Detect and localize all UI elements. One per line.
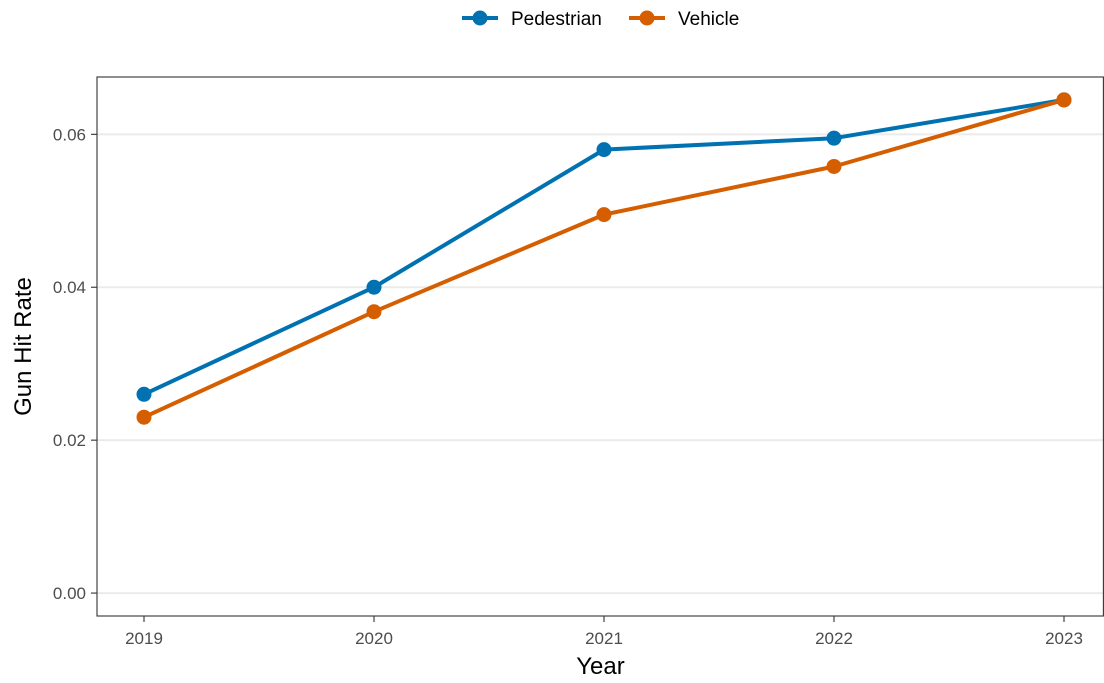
data-point-pedestrian: [826, 130, 842, 146]
data-point-vehicle: [366, 304, 382, 320]
x-axis-title: Year: [576, 653, 625, 680]
y-tick-label: 0.06: [53, 125, 86, 144]
legend-key-marker-pedestrian: [472, 10, 488, 26]
series-layer: [136, 92, 1072, 425]
data-point-vehicle: [596, 207, 612, 223]
x-tick-label: 2021: [585, 629, 623, 648]
data-point-vehicle: [136, 409, 152, 425]
x-tick-label: 2019: [125, 629, 163, 648]
data-point-vehicle: [826, 158, 842, 174]
legend-key-marker-vehicle: [639, 10, 655, 26]
data-point-pedestrian: [136, 386, 152, 402]
data-point-pedestrian: [366, 279, 382, 295]
plot-panel-border: [96, 76, 1104, 617]
legend: Pedestrian Vehicle: [462, 9, 739, 30]
y-tick-label: 0.00: [53, 584, 86, 603]
data-point-pedestrian: [596, 142, 612, 158]
y-axis-title: Gun Hit Rate: [10, 277, 37, 416]
y-tick-label: 0.04: [53, 278, 86, 297]
y-axis: 0.00 0.02 0.04 0.06: [53, 125, 97, 603]
gridlines: [97, 133, 1104, 595]
x-tick-label: 2020: [355, 629, 393, 648]
data-point-vehicle: [1056, 92, 1072, 108]
x-tick-label: 2023: [1045, 629, 1083, 648]
legend-label-pedestrian: Pedestrian: [511, 9, 602, 30]
legend-label-vehicle: Vehicle: [678, 9, 739, 30]
x-tick-label: 2022: [815, 629, 853, 648]
y-tick-label: 0.02: [53, 431, 86, 450]
x-axis: 2019 2020 2021 2022 2023: [125, 616, 1083, 648]
